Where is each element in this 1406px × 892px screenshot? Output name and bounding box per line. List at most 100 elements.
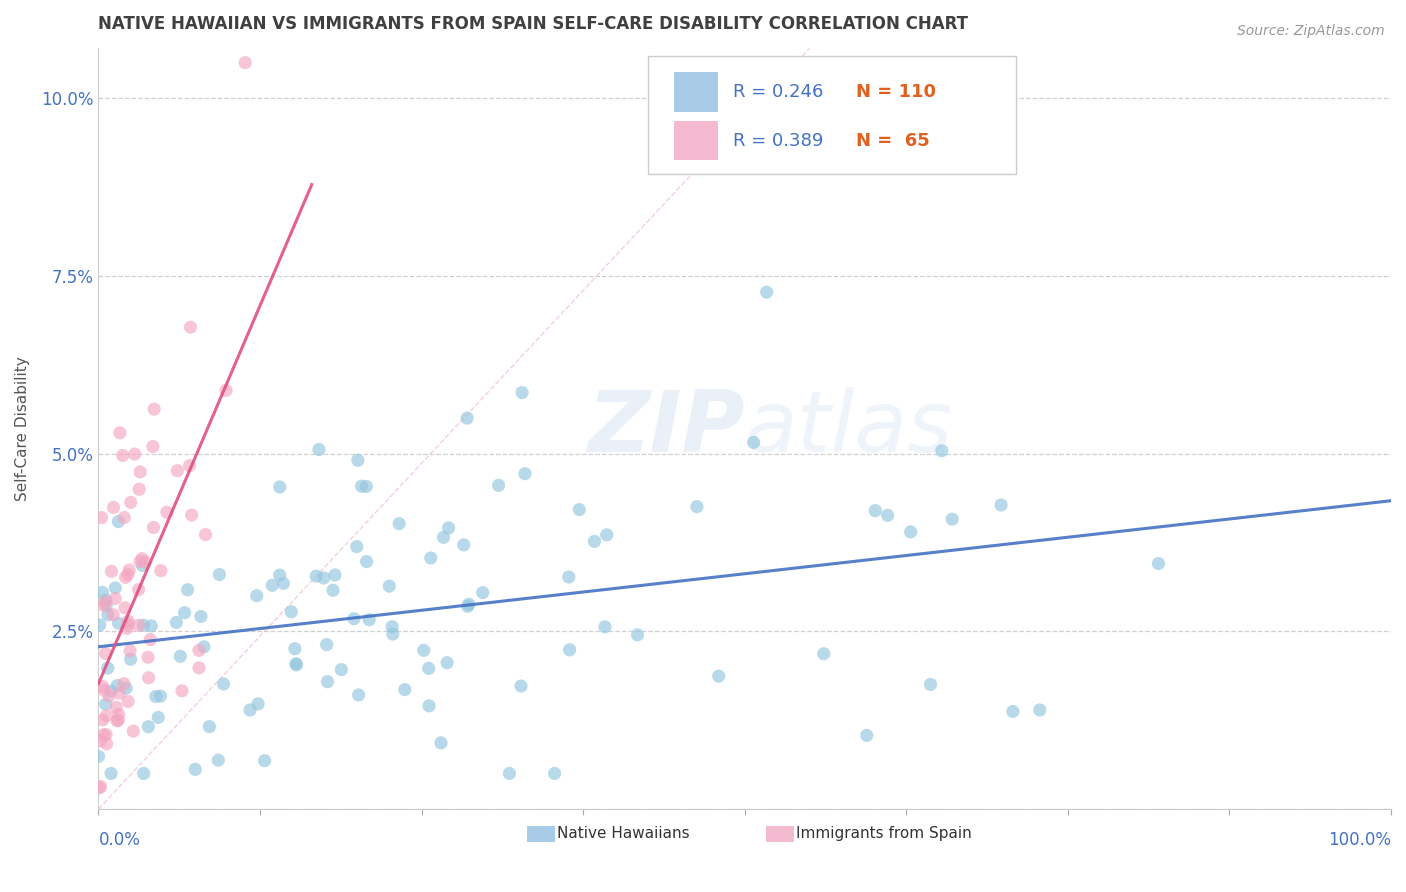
Point: [568, 502, 591, 516]
Point: [111, 449, 134, 463]
Point: [184, 763, 207, 777]
Point: [437, 521, 460, 535]
Bar: [673, 72, 717, 112]
Point: [346, 540, 368, 554]
Text: Immigrants from Spain: Immigrants from Spain: [796, 827, 972, 841]
Point: [247, 697, 270, 711]
Point: [246, 589, 269, 603]
Point: [91, 585, 114, 599]
Point: [1147, 557, 1170, 571]
Text: atlas: atlas: [745, 387, 953, 470]
Point: [122, 724, 145, 739]
Point: [142, 520, 165, 534]
Point: [108, 686, 131, 700]
Point: [132, 766, 155, 780]
Point: [347, 688, 370, 702]
Point: [188, 661, 211, 675]
Point: [128, 483, 150, 497]
Point: [346, 453, 368, 467]
Point: [990, 498, 1012, 512]
Point: [593, 620, 616, 634]
Text: NATIVE HAWAIIAN VS IMMIGRANTS FROM SPAIN SELF-CARE DISABILITY CORRELATION CHART: NATIVE HAWAIIAN VS IMMIGRANTS FROM SPAIN…: [98, 15, 969, 33]
Point: [124, 447, 146, 461]
Point: [900, 524, 922, 539]
Point: [215, 384, 238, 398]
Point: [412, 643, 434, 657]
Point: [104, 591, 127, 606]
Point: [356, 479, 378, 493]
Point: [170, 683, 193, 698]
Y-axis label: Self-Care Disability: Self-Care Disability: [15, 356, 30, 501]
Point: [558, 570, 581, 584]
Point: [207, 753, 229, 767]
Point: [128, 618, 150, 632]
Point: [510, 385, 533, 400]
Text: 0.0%: 0.0%: [98, 831, 141, 849]
Point: [89, 618, 111, 632]
Point: [583, 534, 606, 549]
Point: [418, 698, 440, 713]
Point: [120, 495, 142, 509]
Point: [91, 680, 114, 694]
Point: [107, 515, 129, 529]
Text: N = 110: N = 110: [856, 83, 936, 101]
Point: [114, 600, 136, 615]
Point: [115, 681, 138, 695]
Point: [98, 689, 121, 703]
Point: [148, 710, 170, 724]
Point: [179, 320, 201, 334]
Point: [686, 500, 709, 514]
Point: [253, 754, 276, 768]
Point: [343, 612, 366, 626]
Point: [388, 516, 411, 531]
Point: [142, 440, 165, 454]
Point: [165, 615, 187, 630]
Point: [94, 697, 117, 711]
Point: [273, 576, 295, 591]
Point: [132, 618, 155, 632]
Point: [193, 640, 215, 654]
Point: [626, 628, 648, 642]
Point: [280, 605, 302, 619]
Point: [118, 563, 141, 577]
Point: [91, 713, 114, 727]
Point: [208, 567, 231, 582]
Point: [93, 728, 115, 742]
Point: [742, 435, 765, 450]
Point: [117, 617, 139, 632]
Point: [322, 583, 344, 598]
Point: [179, 458, 201, 473]
Point: [105, 714, 128, 728]
Point: [381, 627, 404, 641]
Point: [457, 599, 479, 614]
Point: [920, 677, 942, 691]
Point: [1029, 703, 1052, 717]
Text: R = 0.389: R = 0.389: [733, 132, 824, 150]
Point: [129, 465, 152, 479]
Point: [305, 569, 328, 583]
Point: [457, 597, 479, 611]
Point: [510, 679, 533, 693]
Point: [107, 707, 129, 722]
Point: [194, 527, 217, 541]
Point: [212, 677, 235, 691]
Point: [114, 570, 136, 584]
Point: [128, 582, 150, 597]
Point: [118, 644, 141, 658]
Point: [285, 657, 308, 672]
Point: [941, 512, 963, 526]
Point: [169, 649, 191, 664]
Point: [394, 682, 416, 697]
Point: [876, 508, 898, 523]
Point: [107, 713, 129, 727]
Point: [141, 619, 163, 633]
Point: [430, 736, 453, 750]
Point: [94, 593, 117, 607]
Point: [94, 647, 117, 661]
Point: [100, 684, 122, 698]
Point: [543, 766, 565, 780]
Point: [129, 554, 152, 568]
Point: [180, 508, 202, 522]
Point: [166, 464, 188, 478]
Point: [93, 599, 115, 613]
